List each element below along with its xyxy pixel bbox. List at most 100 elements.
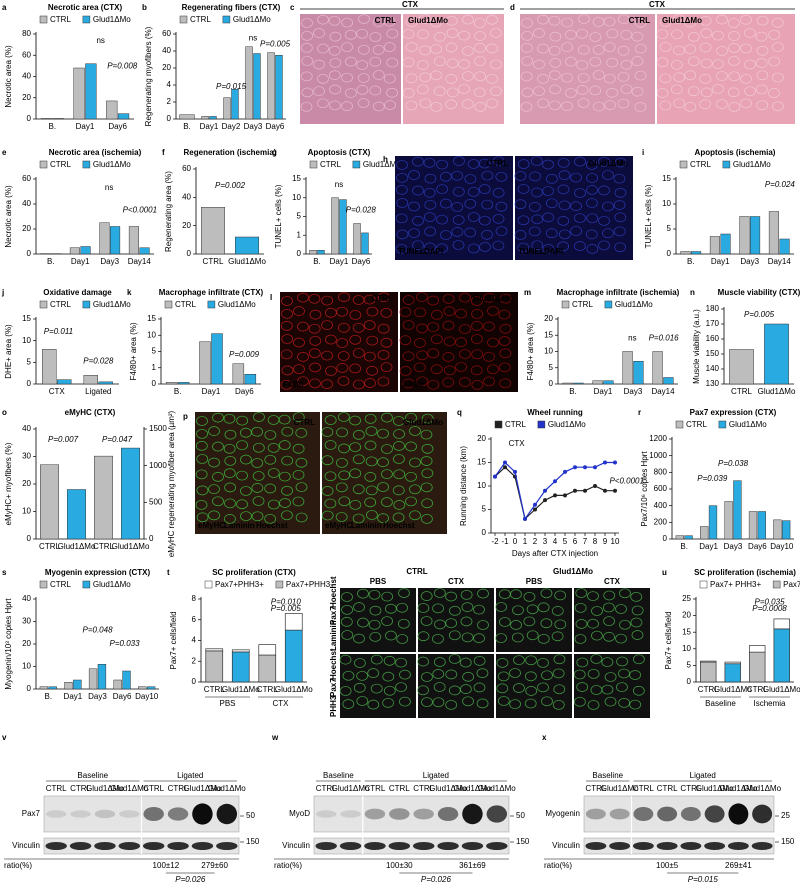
fiber — [281, 426, 294, 437]
fiber — [455, 337, 467, 348]
fiber — [413, 362, 426, 373]
band — [752, 804, 773, 824]
y-tick-label: 10 — [662, 199, 671, 208]
annotation: ns — [105, 183, 113, 192]
band — [680, 842, 702, 850]
y-tick-label: 8 — [192, 594, 197, 603]
y-tick-label: 0 — [482, 528, 487, 537]
fiber — [212, 441, 224, 452]
point — [573, 465, 577, 470]
bar — [42, 349, 57, 385]
image-label: CTX — [402, 0, 419, 9]
fiber — [321, 455, 334, 466]
fiber — [537, 73, 549, 84]
group-label: Ligated — [177, 771, 203, 780]
fiber — [356, 696, 369, 706]
fiber — [212, 412, 224, 423]
fiber — [530, 156, 543, 166]
annotation: P<0.0001 — [123, 206, 157, 215]
bar — [57, 379, 72, 385]
bar-segment — [258, 644, 277, 656]
fiber — [577, 44, 590, 55]
point — [613, 460, 617, 465]
x-tick-label: Day3 — [740, 257, 759, 266]
legend-swatch — [82, 160, 91, 169]
fiber — [528, 226, 541, 237]
fiber — [252, 471, 265, 481]
panel-letter: o — [2, 408, 7, 417]
fiber — [687, 31, 700, 42]
fiber — [604, 100, 616, 110]
fiber — [445, 42, 458, 53]
x-tick-label: Day1 — [711, 257, 730, 266]
fiber — [337, 376, 350, 386]
fiber — [196, 416, 208, 426]
fiber — [486, 73, 498, 84]
bar — [199, 341, 211, 385]
point — [513, 469, 517, 474]
annotation: P=0.035 — [754, 597, 785, 606]
fiber — [552, 668, 565, 679]
legend-label: CTRL — [175, 300, 196, 309]
fiber — [292, 496, 305, 507]
bar — [64, 682, 73, 690]
fiber — [524, 698, 537, 709]
fiber — [436, 214, 448, 225]
fiber — [619, 619, 631, 630]
image-label: F4/80 — [283, 380, 304, 389]
fiber — [223, 468, 236, 479]
fiber — [292, 443, 305, 454]
fiber — [377, 376, 390, 387]
fiber — [474, 31, 486, 41]
y-tick-label: 140 — [706, 364, 720, 373]
bar — [40, 464, 59, 540]
fiber — [420, 456, 433, 466]
x-tick-label: Day1 — [594, 387, 613, 396]
point — [533, 507, 537, 512]
fiber — [554, 619, 567, 630]
legend-label: CTRL — [572, 300, 593, 309]
fiber — [357, 73, 370, 83]
fiber — [586, 198, 598, 208]
image-label: F4/80 — [403, 380, 424, 389]
marker-label: 50 — [246, 811, 255, 820]
fiber — [478, 184, 491, 194]
fiber — [487, 364, 499, 375]
fiber — [381, 591, 394, 602]
fiber — [430, 101, 443, 112]
fiber — [616, 682, 628, 693]
fiber — [617, 45, 630, 56]
point — [603, 488, 607, 493]
fiber — [349, 310, 362, 320]
marker-label: 150 — [516, 837, 530, 846]
fiber — [381, 616, 393, 627]
fiber — [264, 513, 277, 524]
fiber — [300, 102, 313, 112]
bar-segment — [231, 649, 250, 653]
fiber — [712, 30, 724, 41]
fiber — [744, 59, 756, 70]
bar — [231, 89, 239, 120]
fiber — [542, 243, 555, 254]
y-tick-label: 5 — [687, 661, 692, 670]
bar — [244, 374, 257, 385]
fiber — [418, 14, 431, 24]
fiber — [417, 656, 429, 667]
fiber — [573, 669, 586, 680]
fiber — [395, 213, 408, 224]
panel-letter: v — [2, 733, 7, 742]
fiber — [471, 309, 483, 319]
fiber — [253, 412, 265, 422]
fiber — [393, 469, 406, 480]
x-tick-label: -1 — [501, 537, 509, 546]
fiber — [349, 363, 362, 374]
lane-label: Glud1ΔMo — [719, 784, 757, 793]
bar-segment — [258, 654, 277, 683]
fiber — [486, 98, 498, 109]
bar — [146, 686, 156, 690]
fiber — [321, 510, 334, 521]
bar — [757, 511, 766, 540]
image-label: CTRL — [375, 16, 396, 25]
lane-label: Glud1ΔMo — [332, 784, 370, 793]
fiber — [462, 671, 475, 682]
